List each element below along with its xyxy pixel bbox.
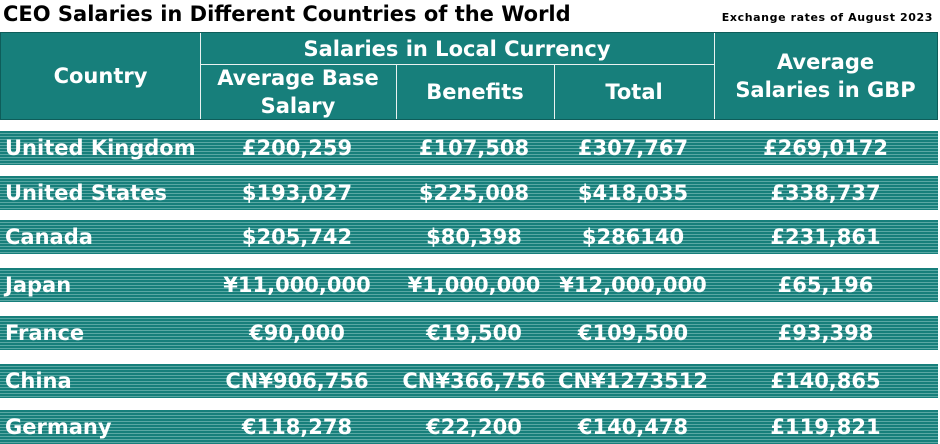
total-cell: £307,767 [577,136,689,160]
base-cell: ¥11,000,000 [223,273,371,297]
header-base-salary: Average Base Salary [217,65,379,118]
header-divider [200,64,714,65]
page-title: CEO Salaries in Different Countries of t… [3,2,571,26]
header-divider [714,33,715,119]
total-cell: $418,035 [577,181,689,205]
base-cell: CN¥906,756 [225,369,369,393]
benefits-cell: $225,008 [418,181,530,205]
base-cell: $193,027 [241,181,353,205]
country-cell: China [5,369,72,393]
benefits-cell: ¥1,000,000 [407,273,541,297]
table-row: Germany €118,278 €22,200 €140,478 £119,821 [0,410,938,444]
header-divider [396,64,397,119]
table-row: China CN¥906,756 CN¥366,756 CN¥1273512 £140,… [0,364,938,398]
benefits-cell: $80,398 [426,225,522,249]
header-divider [200,33,201,119]
total-cell: CN¥1273512 [558,369,708,393]
total-cell: €140,478 [577,415,689,439]
table-row: Canada $205,742 $80,398 $286140 £231,861 [0,220,938,254]
gbp-cell: £269,0172 [763,136,888,160]
header-divider [554,64,555,119]
total-cell: ¥12,000,000 [559,273,707,297]
gbp-cell: £231,861 [770,225,881,249]
total-cell: $286140 [581,225,685,249]
country-cell: Japan [5,273,72,297]
country-cell: United States [5,181,167,205]
benefits-cell: £107,508 [418,136,530,160]
table-header: Country Salaries in Local Currency Avera… [0,32,938,120]
table-row: Japan ¥11,000,000 ¥1,000,000 ¥12,000,000 £65… [0,268,938,302]
base-cell: £200,259 [241,136,353,160]
table-row: United States $193,027 $225,008 $418,035 £33… [0,176,938,210]
base-cell: $205,742 [241,225,353,249]
base-cell: €90,000 [249,321,345,345]
table-row: United Kingdom £200,259 £107,508 £307,767 £2… [0,131,938,165]
gbp-cell: £338,737 [770,181,881,205]
benefits-cell: €22,200 [426,415,522,439]
header-local-currency: Salaries in Local Currency [303,36,611,61]
gbp-cell: £65,196 [777,273,874,297]
base-cell: €118,278 [241,415,353,439]
country-cell: United Kingdom [5,136,196,160]
gbp-cell: £119,821 [770,415,881,439]
country-cell: Canada [5,225,93,249]
exchange-rate-note: Exchange rates of August 2023 [721,11,933,24]
header-country: Country [53,64,148,88]
country-cell: Germany [5,415,112,439]
benefits-cell: €19,500 [426,321,522,345]
gbp-cell: £140,865 [770,369,881,393]
table-row: France €90,000 €19,500 €109,500 £93,398 [0,316,938,350]
country-cell: France [5,321,85,345]
header-gbp: Average Salaries in GBP [735,50,916,102]
benefits-cell: CN¥366,756 [402,369,546,393]
gbp-cell: £93,398 [777,321,874,345]
total-cell: €109,500 [577,321,689,345]
header-benefits: Benefits [426,79,524,104]
header-total: Total [605,79,663,104]
